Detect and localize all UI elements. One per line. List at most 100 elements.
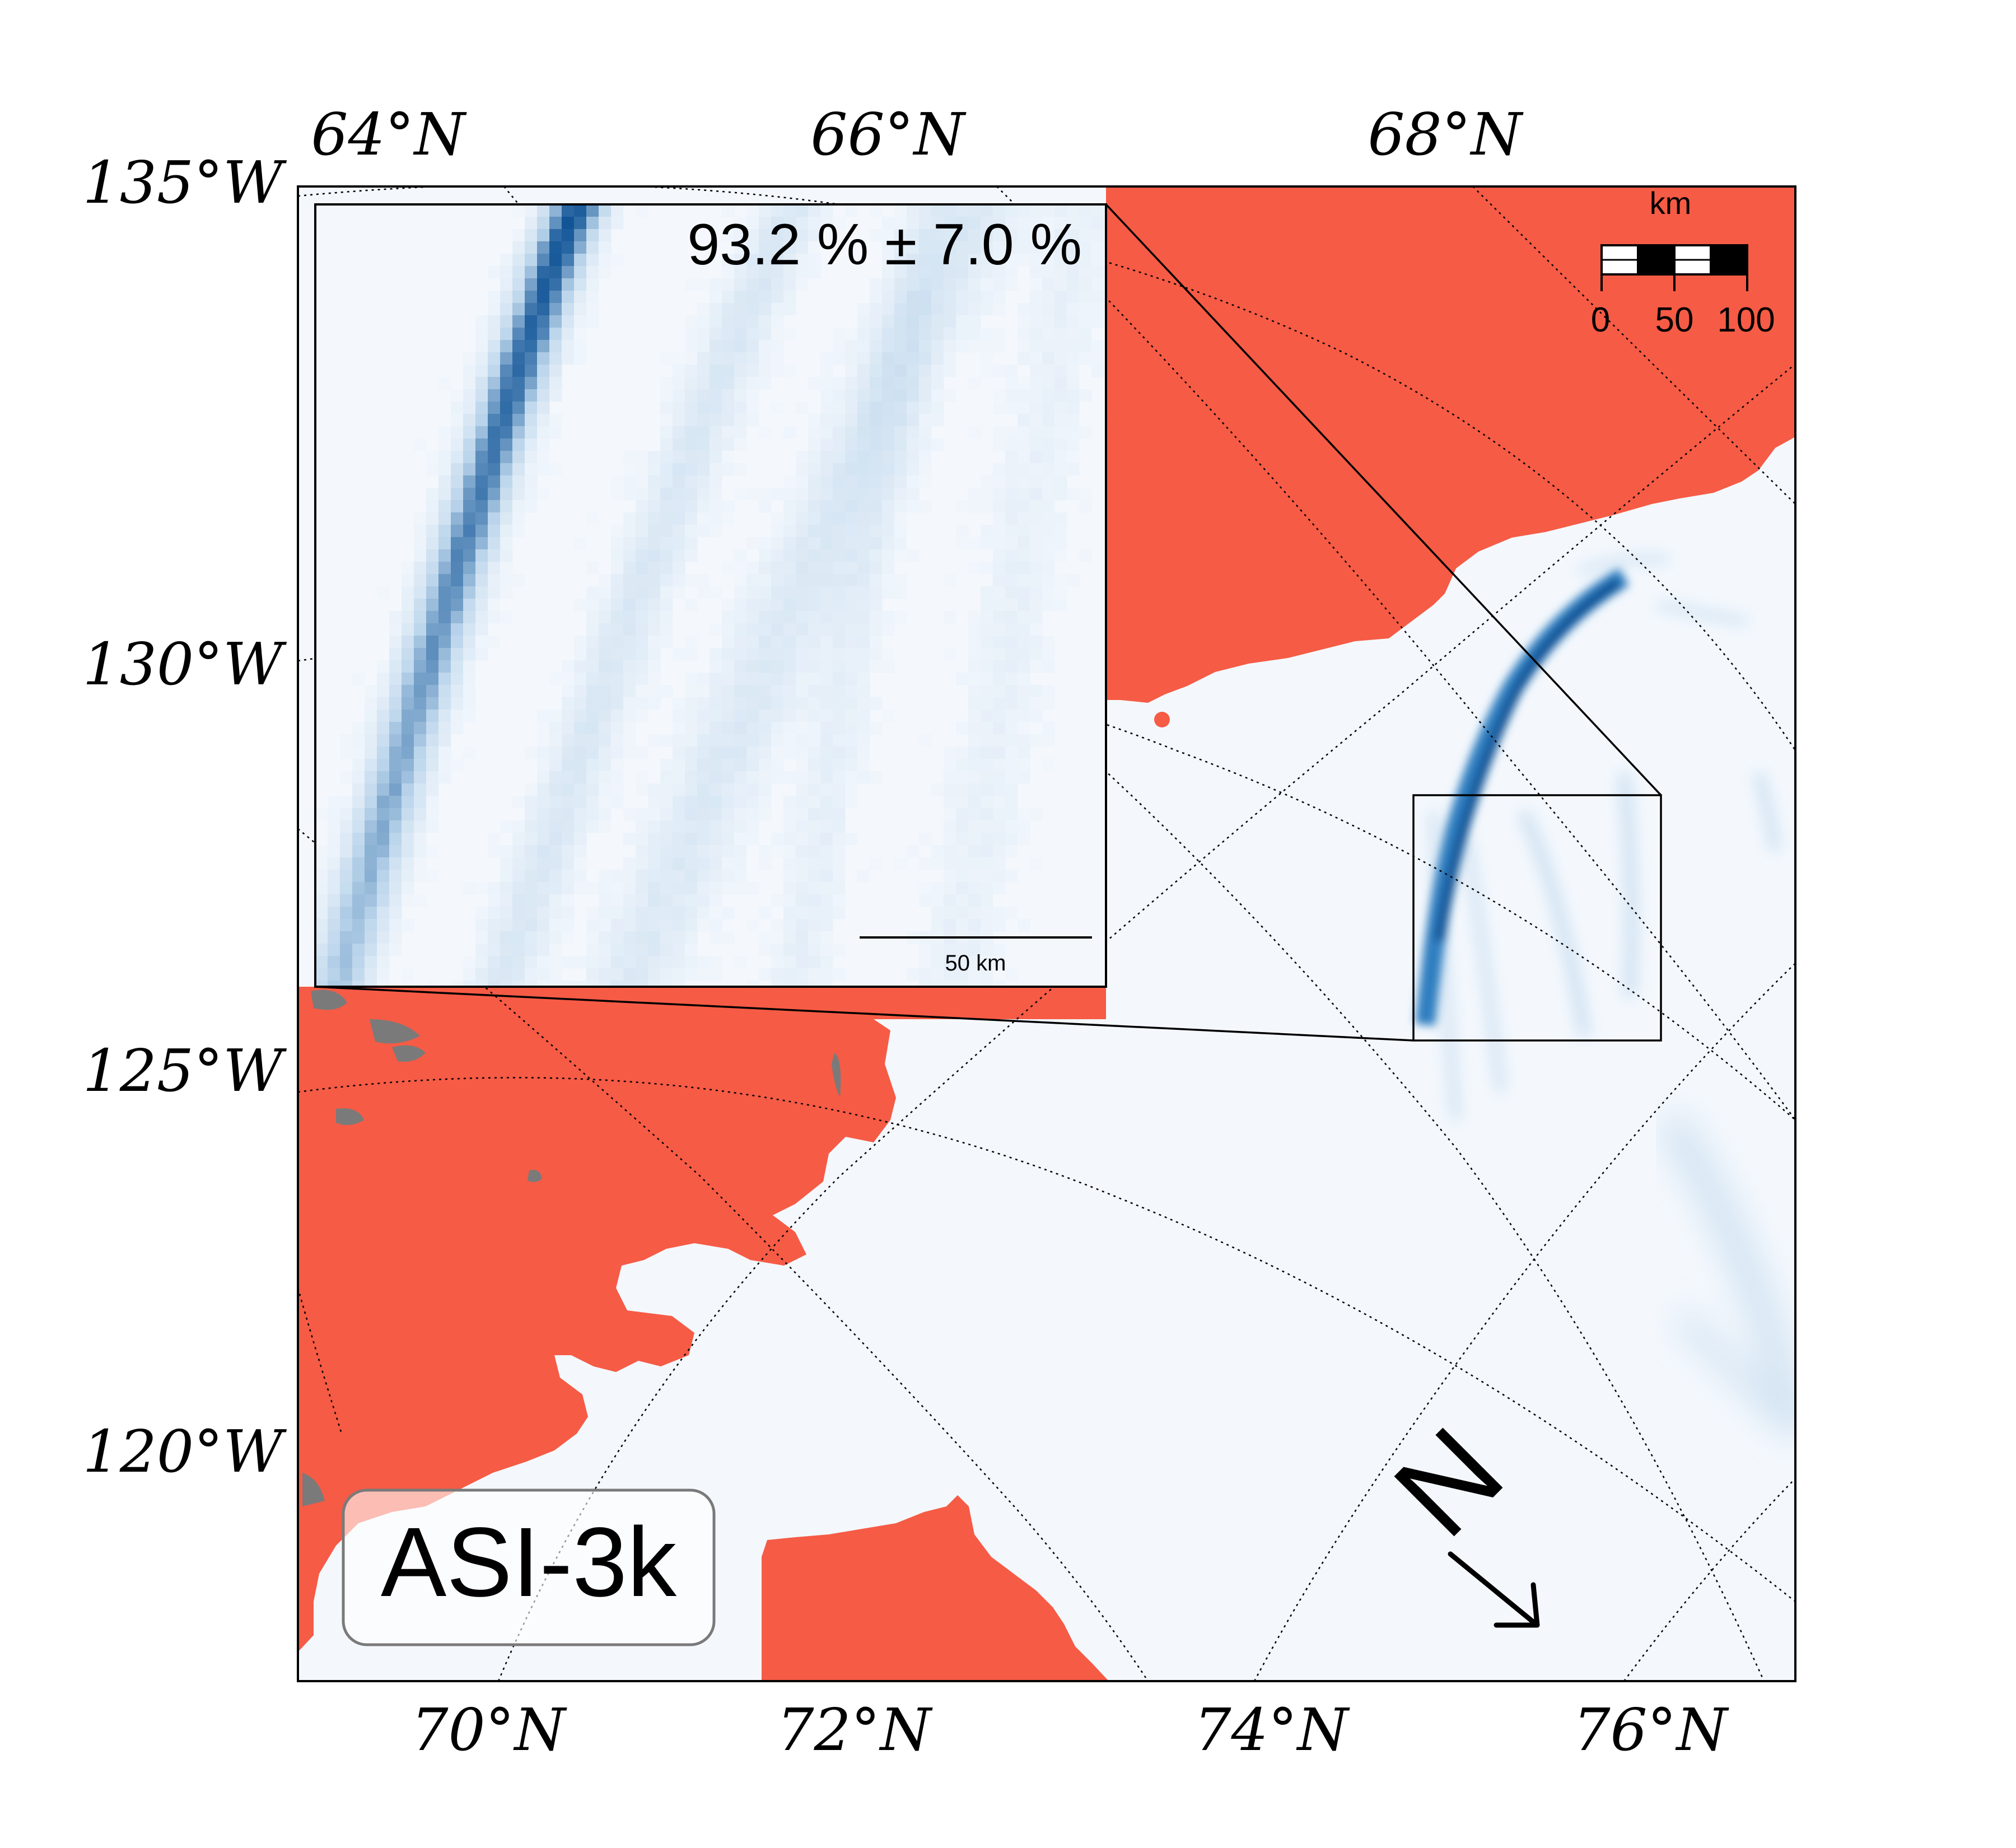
inset-pixel <box>451 710 464 722</box>
inset-pixel <box>968 759 981 772</box>
inset-pixel <box>919 352 932 365</box>
inset-pixel <box>660 352 673 365</box>
inset-pixel <box>1005 426 1018 439</box>
inset-pixel <box>623 611 636 624</box>
inset-pixel <box>365 845 377 858</box>
inset-pixel <box>586 956 599 969</box>
inset-pixel <box>673 402 685 414</box>
inset-pixel <box>537 808 550 821</box>
inset-pixel <box>660 808 673 821</box>
inset-pixel <box>1005 254 1018 267</box>
inset-pixel <box>1030 710 1043 722</box>
inset-pixel <box>525 303 538 316</box>
inset-pixel <box>488 340 501 353</box>
bottom-lat-label-76: 76°N <box>1573 1696 1729 1764</box>
inset-pixel <box>919 229 932 242</box>
inset-pixel <box>956 229 969 242</box>
inset-pixel <box>931 204 944 217</box>
inset-pixel <box>475 463 488 476</box>
inset-pixel <box>500 956 513 969</box>
inset-pixel <box>1079 303 1092 316</box>
inset-pixel <box>636 845 648 858</box>
inset-pixel <box>894 426 907 439</box>
inset-pixel <box>1018 623 1030 636</box>
inset-pixel <box>1054 438 1067 451</box>
inset-pixel <box>525 340 538 353</box>
inset-pixel <box>599 697 612 710</box>
bottom-lat-label-72: 72°N <box>777 1696 932 1764</box>
inset-pixel <box>685 426 698 439</box>
inset-pixel <box>438 562 451 575</box>
inset-pixel <box>931 328 944 340</box>
inset-pixel <box>820 734 833 747</box>
inset-pixel <box>352 857 365 870</box>
inset-pixel <box>500 340 513 353</box>
inset-pixel <box>722 746 735 759</box>
inset-pixel <box>870 328 883 340</box>
inset-pixel <box>1079 266 1092 279</box>
inset-pixel <box>648 833 661 846</box>
inset-pixel <box>882 426 895 439</box>
inset-pixel <box>623 956 636 969</box>
inset-pixel <box>746 697 759 710</box>
inset-pixel <box>697 574 710 587</box>
inset-pixel <box>512 857 525 870</box>
inset-pixel <box>1005 673 1018 685</box>
inset-pixel <box>660 611 673 624</box>
inset-pixel <box>328 956 340 969</box>
inset-pixel <box>783 512 796 525</box>
inset-pixel <box>808 562 821 575</box>
inset-pixel <box>389 611 402 624</box>
inset-pixel <box>1030 611 1043 624</box>
inset-pixel <box>820 685 833 698</box>
inset-pixel <box>414 611 427 624</box>
inset-pixel <box>919 217 932 230</box>
inset-pixel <box>882 463 895 476</box>
inset-pixel <box>808 685 821 698</box>
inset-pixel <box>475 512 488 525</box>
inset-pixel <box>1005 734 1018 747</box>
inset-pixel <box>636 685 648 698</box>
inset-pixel <box>623 463 636 476</box>
inset-pixel <box>586 820 599 833</box>
inset-pixel <box>710 685 722 698</box>
inset-pixel <box>562 796 575 809</box>
inset-pixel <box>636 636 648 648</box>
inset-pixel <box>525 808 538 821</box>
inset-pixel <box>808 254 821 267</box>
inset-pixel <box>857 636 870 648</box>
inset-pixel <box>475 882 488 895</box>
inset-pixel <box>525 783 538 796</box>
inset-pixel <box>611 956 624 969</box>
inset-pixel <box>1018 315 1030 328</box>
inset-pixel <box>833 759 846 772</box>
inset-pixel <box>783 537 796 550</box>
inset-pixel <box>586 944 599 956</box>
inset-pixel <box>500 291 513 304</box>
inset-pixel <box>488 944 501 956</box>
inset-pixel <box>488 919 501 932</box>
inset-pixel <box>537 414 550 427</box>
inset-pixel <box>796 660 809 673</box>
inset-pixel <box>685 907 698 920</box>
inset-pixel <box>820 525 833 538</box>
inset-pixel <box>981 956 993 969</box>
inset-pixel <box>488 882 501 895</box>
lead-signal <box>1415 555 1795 1442</box>
inset-pixel <box>808 734 821 747</box>
inset-pixel <box>660 833 673 846</box>
inset-pixel <box>697 820 710 833</box>
inset-pixel <box>919 426 932 439</box>
inset-pixel <box>820 500 833 513</box>
inset-pixel <box>549 266 562 279</box>
inset-pixel <box>500 981 513 987</box>
inset-pixel <box>759 845 772 858</box>
inset-pixel <box>993 426 1006 439</box>
inset-pixel <box>1042 697 1055 710</box>
inset-pixel <box>500 857 513 870</box>
inset-pixel <box>402 636 414 648</box>
inset-pixel <box>574 833 587 846</box>
inset-pixel <box>697 512 710 525</box>
inset-pixel <box>993 204 1006 217</box>
inset-pixel <box>722 278 735 291</box>
